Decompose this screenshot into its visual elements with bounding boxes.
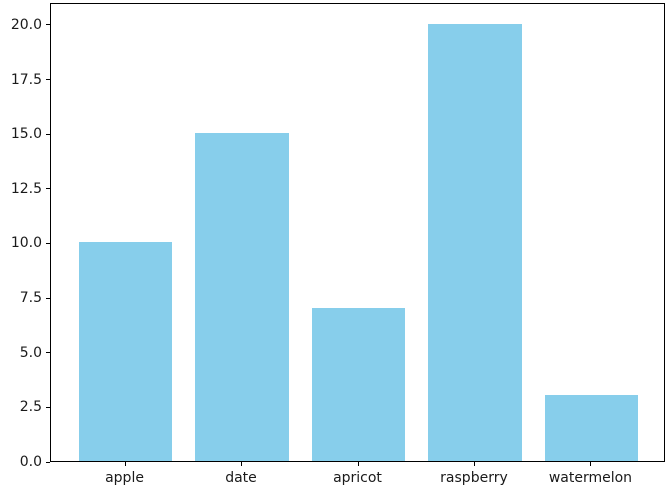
y-tick-label-7.5: 7.5 (19, 290, 42, 307)
x-tick-mark (124, 462, 126, 466)
x-tick-label-watermelon: watermelon (548, 470, 633, 486)
y-tick-label-20.0: 20.0 (10, 16, 42, 33)
y-tick-label-12.5: 12.5 (10, 180, 42, 197)
y-tick-mark (46, 133, 50, 135)
x-tick-label-date: date (225, 470, 257, 486)
x-tick-label-apricot: apricot (333, 470, 382, 486)
bar-apple (78, 242, 173, 461)
y-tick-label-0.0: 0.0 (19, 454, 42, 470)
bar-watermelon (544, 395, 639, 461)
y-tick-label-10.0: 10.0 (10, 235, 42, 252)
y-tick-label-2.5: 2.5 (19, 399, 42, 416)
y-tick-label-15.0: 15.0 (10, 126, 42, 143)
x-tick-mark (357, 462, 359, 466)
bar-apricot (311, 308, 406, 461)
x-tick-mark (590, 462, 592, 466)
y-tick-label-17.5: 17.5 (10, 71, 42, 88)
y-tick-mark (46, 352, 50, 354)
y-tick-mark (46, 406, 50, 408)
y-tick-mark (46, 24, 50, 26)
x-tick-mark (473, 462, 475, 466)
y-tick-label-5.0: 5.0 (19, 344, 42, 361)
y-tick-mark (46, 461, 50, 463)
plot-area (50, 3, 665, 462)
y-tick-mark (46, 79, 50, 80)
bar-date (195, 133, 289, 461)
x-tick-label-raspberry: raspberry (440, 470, 508, 486)
y-tick-mark (46, 188, 50, 190)
y-tick-mark (46, 242, 50, 244)
x-tick-mark (241, 462, 243, 466)
x-tick-label-apple: apple (105, 470, 144, 486)
bar-raspberry (428, 23, 522, 461)
y-tick-mark (46, 297, 50, 299)
